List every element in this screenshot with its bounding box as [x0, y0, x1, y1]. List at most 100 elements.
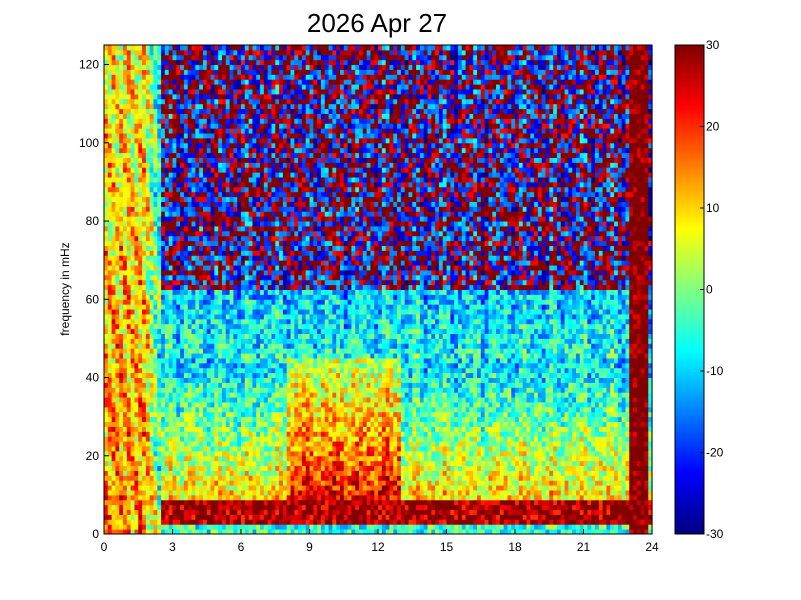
- heatmap-cell: [275, 392, 280, 398]
- heatmap-cell: [241, 401, 246, 408]
- heatmap-cell: [123, 221, 128, 227]
- heatmap-cell: [195, 186, 200, 193]
- heatmap-cell: [123, 460, 128, 467]
- heatmap-cell: [275, 240, 280, 246]
- heatmap-cell: [161, 397, 166, 403]
- heatmap-cell: [218, 93, 223, 100]
- heatmap-cell: [187, 421, 193, 427]
- heatmap-cell: [123, 357, 128, 364]
- heatmap-cell: [260, 524, 265, 530]
- heatmap-cell: [149, 480, 154, 486]
- heatmap-cell: [233, 93, 238, 100]
- heatmap-cell: [111, 304, 116, 310]
- heatmap-cell: [290, 323, 295, 330]
- heatmap-cell: [241, 367, 246, 374]
- heatmap-cell: [244, 54, 250, 61]
- heatmap-cell: [252, 49, 257, 56]
- heatmap-cell: [195, 230, 200, 237]
- heatmap-cell: [244, 265, 250, 271]
- heatmap-cell: [164, 225, 170, 232]
- heatmap-cell: [218, 113, 223, 119]
- heatmap-cell: [115, 509, 120, 515]
- heatmap-cell: [145, 201, 151, 207]
- heatmap-cell: [172, 362, 177, 369]
- heatmap-cell: [176, 382, 181, 388]
- heatmap-cell: [241, 397, 246, 403]
- heatmap-cell: [115, 69, 120, 75]
- heatmap-cell: [241, 524, 246, 530]
- heatmap-cell: [195, 177, 200, 183]
- heatmap-cell: [183, 289, 189, 295]
- heatmap-cell: [256, 230, 261, 237]
- heatmap-cell: [138, 426, 143, 432]
- heatmap-cell: [145, 387, 151, 393]
- heatmap-cell: [275, 475, 280, 481]
- heatmap-cell: [161, 426, 166, 432]
- heatmap-cell: [176, 250, 181, 256]
- heatmap-cell: [104, 206, 109, 212]
- heatmap-cell: [172, 348, 177, 354]
- heatmap-cell: [275, 318, 280, 325]
- heatmap-cell: [104, 108, 109, 114]
- heatmap-cell: [145, 367, 151, 374]
- heatmap-cell: [149, 397, 154, 403]
- heatmap-cell: [123, 406, 128, 413]
- heatmap-cell: [111, 348, 116, 354]
- heatmap-cell: [252, 265, 257, 271]
- heatmap-cell: [164, 74, 170, 80]
- heatmap-cell: [187, 98, 193, 105]
- heatmap-cell: [142, 177, 147, 183]
- heatmap-cell: [248, 93, 253, 100]
- heatmap-cell: [260, 177, 265, 183]
- heatmap-cell: [168, 450, 174, 457]
- heatmap-cell: [241, 93, 246, 100]
- heatmap-cell: [279, 162, 284, 168]
- heatmap-cell: [271, 294, 276, 300]
- heatmap-cell: [111, 142, 116, 149]
- heatmap-cell: [138, 216, 143, 222]
- heatmap-cell: [168, 64, 174, 70]
- heatmap-cell: [119, 401, 124, 408]
- heatmap-cell: [225, 304, 231, 310]
- heatmap-cell: [229, 377, 234, 383]
- heatmap-cell: [225, 494, 231, 501]
- heatmap-cell: [206, 181, 212, 188]
- heatmap-cell: [123, 304, 128, 310]
- heatmap-cell: [130, 269, 135, 276]
- heatmap-cell: [164, 45, 170, 51]
- heatmap-cell: [145, 377, 151, 383]
- heatmap-cell: [180, 93, 185, 100]
- heatmap-cell: [111, 367, 116, 374]
- heatmap-cell: [130, 475, 135, 481]
- heatmap-cell: [275, 250, 280, 256]
- heatmap-cell: [222, 333, 227, 339]
- heatmap-cell: [107, 167, 113, 173]
- heatmap-cell: [149, 450, 154, 457]
- heatmap-cell: [260, 529, 265, 535]
- heatmap-cell: [241, 348, 246, 354]
- heatmap-cell: [282, 392, 288, 398]
- heatmap-cell: [138, 338, 143, 344]
- heatmap-cell: [229, 289, 234, 295]
- heatmap-cell: [206, 93, 212, 100]
- heatmap-cell: [241, 186, 246, 193]
- heatmap-cell: [282, 133, 288, 139]
- heatmap-cell: [161, 98, 166, 105]
- heatmap-cell: [104, 470, 109, 476]
- heatmap-cell: [275, 98, 280, 105]
- heatmap-cell: [214, 49, 219, 56]
- heatmap-cell: [111, 421, 116, 427]
- heatmap-cell: [183, 279, 189, 286]
- heatmap-cell: [263, 328, 269, 335]
- heatmap-cell: [180, 64, 185, 70]
- heatmap-cell: [225, 411, 231, 418]
- heatmap-cell: [210, 367, 215, 374]
- heatmap-cell: [214, 240, 219, 246]
- heatmap-cell: [290, 118, 295, 124]
- heatmap-cell: [183, 499, 189, 506]
- heatmap-cell: [252, 89, 257, 95]
- heatmap-cell: [290, 255, 295, 261]
- heatmap-cell: [134, 162, 139, 168]
- heatmap-cell: [229, 103, 234, 110]
- heatmap-cell: [244, 367, 250, 374]
